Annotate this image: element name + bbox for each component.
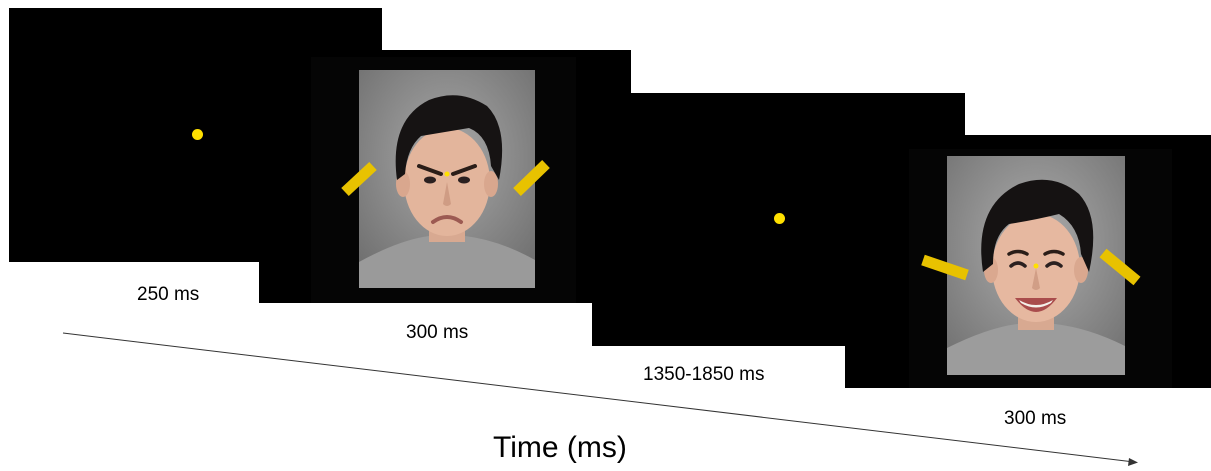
cue-bar-left bbox=[921, 254, 969, 281]
fixation-dot bbox=[192, 129, 203, 140]
duration-label-3: 1350-1850 ms bbox=[643, 364, 765, 385]
cue-bar-right bbox=[513, 160, 550, 196]
time-axis-label: Time (ms) bbox=[493, 431, 627, 464]
duration-label-2: 300 ms bbox=[406, 322, 469, 343]
face-screen-angry bbox=[259, 50, 631, 303]
cue-bar-left bbox=[341, 161, 377, 197]
happy-face-photo bbox=[947, 156, 1125, 375]
cue-bars bbox=[341, 160, 550, 197]
cue-bars bbox=[921, 248, 1141, 286]
duration-label-1: 250 ms bbox=[137, 284, 200, 305]
face-screen-happy bbox=[845, 135, 1211, 388]
cue-bar-right bbox=[1099, 248, 1141, 286]
fixation-dot bbox=[774, 213, 785, 224]
duration-label-4: 300 ms bbox=[1004, 408, 1067, 429]
angry-face-photo bbox=[359, 70, 535, 288]
